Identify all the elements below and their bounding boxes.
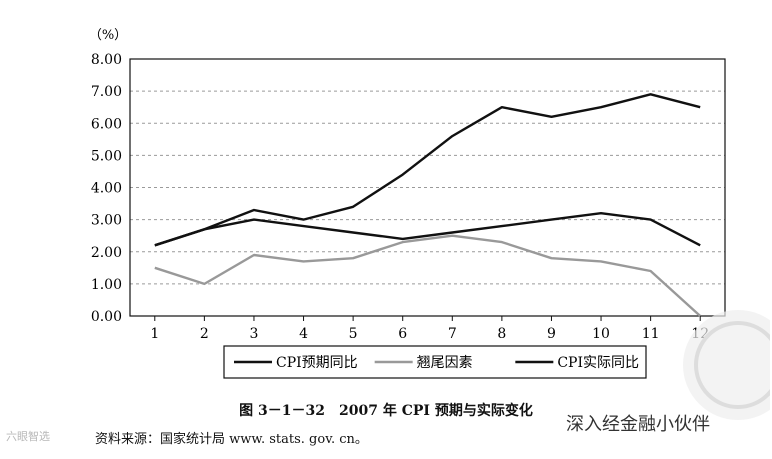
legend-label: CPI预期同比	[276, 355, 358, 371]
grid-lines	[130, 90, 725, 285]
y-tick-label: 8.00	[91, 52, 122, 68]
y-axis-label: （%）	[89, 28, 127, 43]
x-axis-ticks: 123456789101112	[150, 316, 709, 342]
y-tick-label: 0.00	[91, 309, 122, 325]
legend-box	[223, 345, 647, 379]
watermark-right: 深入经金融小伙伴	[566, 414, 710, 435]
x-tick-label: 2	[200, 326, 209, 342]
x-tick-label: 4	[299, 326, 308, 342]
plot-frame	[129, 58, 726, 317]
x-tick-label: 11	[642, 326, 660, 342]
x-tick-label: 5	[349, 326, 358, 342]
y-axis-ticks: 0.00 1.00 2.00 3.00 4.00 5.00 6.00 7.00 8.00	[91, 52, 122, 325]
y-tick-label: 1.00	[91, 277, 122, 293]
x-tick-label: 10	[592, 326, 610, 342]
series-line-2	[154, 234, 702, 317]
source-note: 资料来源：国家统计局 www. stats. gov. cn。	[95, 432, 368, 447]
series-line-3	[154, 211, 701, 247]
x-tick-label: 9	[547, 326, 556, 342]
chart-caption: 图 3－1－32 2007 年 CPI 预期与实际变化	[239, 403, 533, 419]
x-tick-label: 3	[249, 326, 258, 342]
watermark-seal-icon	[683, 310, 770, 420]
y-tick-label: 3.00	[91, 213, 122, 229]
x-tick-label: 1	[150, 326, 159, 342]
legend-label: CPI实际同比	[557, 355, 639, 371]
legend: CPI预期同比 翘尾因素 CPI实际同比	[223, 345, 647, 379]
cpi-line-chart: 0.00 1.00 2.00 3.00 4.00 5.00 6.00 7.00 8.00 1 2 3…	[89, 28, 726, 379]
y-tick-label: 5.00	[91, 148, 122, 164]
y-tick-label: 4.00	[91, 181, 122, 197]
legend-label: 翘尾因素	[417, 355, 473, 371]
x-tick-label: 6	[398, 326, 407, 342]
y-tick-label: 6.00	[91, 116, 122, 132]
x-tick-label: 7	[448, 326, 457, 342]
y-tick-label: 2.00	[91, 245, 122, 261]
y-tick-label: 7.00	[91, 84, 122, 100]
x-tick-label: 8	[497, 326, 506, 342]
watermark-left: 六眼智选	[6, 430, 50, 443]
series-line-1	[154, 93, 701, 247]
series-lines	[154, 93, 702, 317]
